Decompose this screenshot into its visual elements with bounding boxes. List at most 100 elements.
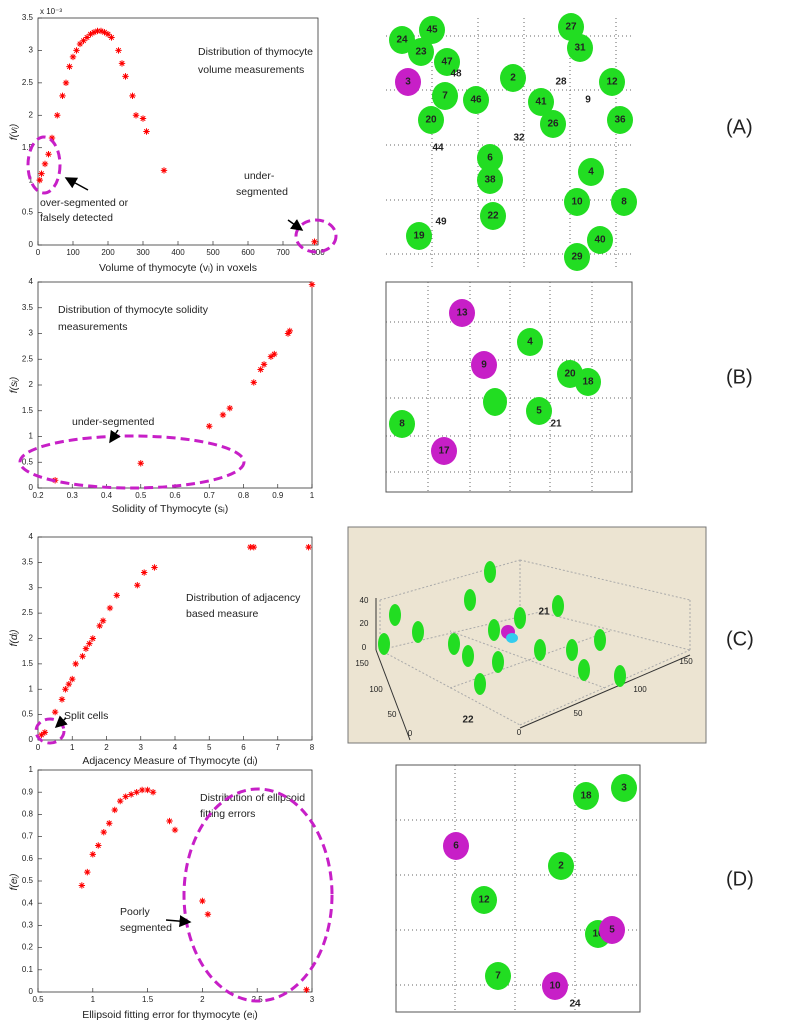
x-tick-label: 800 [311,248,325,257]
x-tick-label: 1 [70,743,75,752]
cell-blob [389,410,415,438]
point [72,660,79,668]
cell-label: 47 [441,57,453,68]
cell-blob [477,144,503,172]
annotation: over-segmented or [40,197,129,209]
cell-blob [488,619,500,641]
cell-label: 32 [513,133,525,144]
wireframe [449,630,606,689]
x-tick-label: 0.6 [169,491,181,500]
x-tick-label: 5 [207,743,212,752]
x-tick-label: 0.4 [101,491,113,500]
cell-label: 40 [594,235,606,246]
point [129,92,136,100]
point [90,29,98,36]
cell-label: 22 [487,211,499,222]
cell-blob [573,782,599,810]
cell-label: 49 [435,217,447,228]
arrow [54,715,68,729]
cell-blob [412,621,424,643]
cell-label: 9 [481,360,487,371]
cell-blob [611,774,637,802]
cell-label: 8 [399,419,405,430]
x-tick-label: 0 [36,248,41,257]
axis-3d-tick-label: 0 [362,643,367,652]
point [132,112,140,119]
x-tick-label: 6 [241,743,246,752]
point [106,604,114,612]
annotation: fitting errors [200,808,255,820]
cell-label: 23 [415,47,427,58]
cell-label: 4 [527,337,533,348]
point [149,789,157,796]
annotation: Distribution of adjacency [186,592,301,604]
x-tick-label: 3 [139,743,144,752]
annotation: under-segmented [72,416,154,428]
cell-label: 2 [510,73,516,84]
y-axis-label: f(dᵢ) [8,629,20,646]
cell-blob [485,962,511,990]
point [62,79,70,87]
point [76,40,84,48]
point [111,806,118,814]
cell-blob [542,972,568,1000]
y-tick-label: 3 [29,583,34,592]
cell-label: 20 [564,369,576,380]
y-tick-label: 3.5 [22,303,34,312]
cell-label: 9 [585,95,591,106]
cell-blob [378,633,390,655]
cell-blob [540,110,566,138]
x-tick-label: 0.5 [135,491,147,500]
cell-label: 10 [571,197,583,208]
point [58,696,66,703]
cell-blob [389,26,415,54]
cell-blob [578,158,604,186]
cell-label: 13 [456,308,468,319]
wireframe [519,559,691,601]
cell-blob [564,243,590,271]
y-tick-label: 1.5 [22,659,34,668]
wireframe [379,649,521,726]
x-tick-label: 300 [136,248,150,257]
point [160,167,168,174]
point [41,729,49,736]
x-axis-label: Ellipsoid fitting error for thymocyte (e… [82,1009,258,1021]
cell-blob [607,106,633,134]
point [260,361,268,368]
wireframe [539,611,691,651]
cell-label: 31 [574,43,586,54]
point [247,543,254,551]
point [69,53,77,61]
y-tick-label: 0.8 [22,810,34,819]
cell-blob [534,639,546,661]
point [48,134,56,142]
cell-label: 5 [609,925,615,936]
point [73,47,80,54]
y-tick-label: 3 [29,329,34,338]
point [45,151,52,158]
cell-blob [599,68,625,96]
y-tick-label: 2.5 [22,608,34,617]
point [101,29,108,36]
y-tick-label: 0 [29,735,34,744]
point [78,882,86,889]
x-axis-label: Adjacency Measure of Thymocyte (dᵢ) [82,755,257,767]
y-tick-label: 3 [29,46,34,55]
point [83,34,91,41]
point [303,986,310,993]
cell-label: 24 [569,999,581,1010]
point [96,622,103,630]
point [250,543,257,551]
point [117,797,124,805]
cell-label: 6 [487,153,493,164]
cell-blob [464,589,476,611]
wireframe [379,559,521,601]
annotation: segmented [120,922,172,934]
cell-label: 6 [453,841,459,852]
point [38,731,45,739]
y-axis-label: f(sᵢ) [8,377,20,393]
y-tick-label: 3.5 [22,13,34,22]
annotation: falsely detected [40,212,113,224]
x-tick-label: 500 [206,248,220,257]
